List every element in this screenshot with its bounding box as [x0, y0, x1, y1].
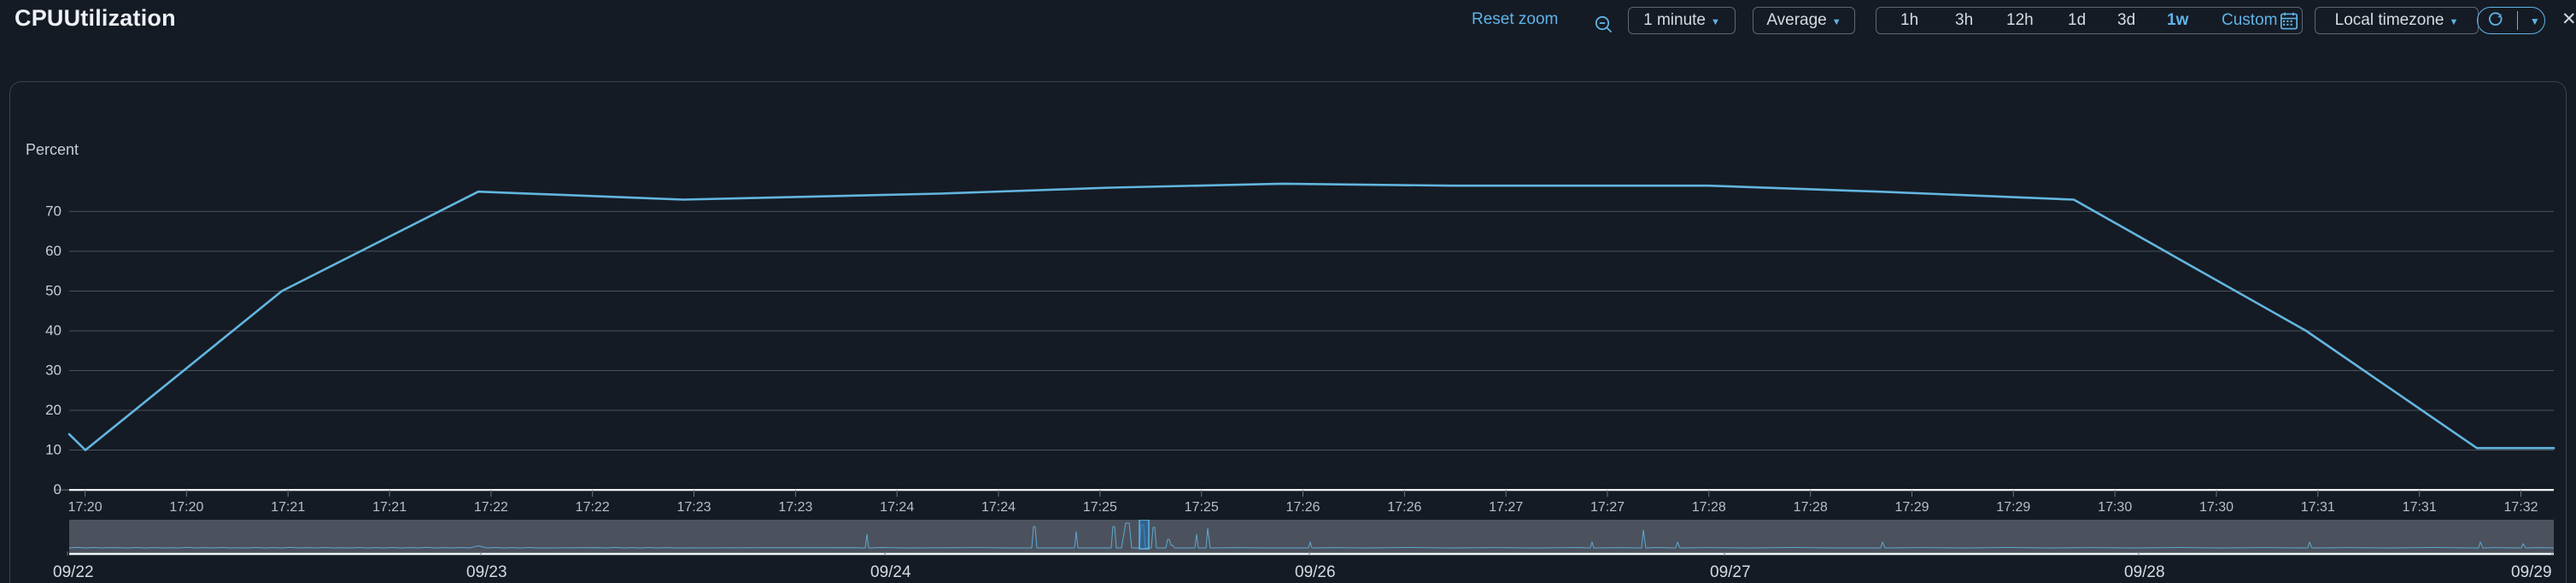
- svg-text:0: 0: [54, 481, 61, 498]
- svg-text:17:32: 17:32: [2503, 500, 2538, 515]
- svg-text:17:20: 17:20: [169, 500, 203, 515]
- svg-text:17:24: 17:24: [981, 500, 1016, 515]
- svg-text:17:30: 17:30: [2199, 500, 2234, 515]
- svg-text:60: 60: [45, 243, 61, 259]
- svg-text:09/27: 09/27: [1710, 563, 1751, 581]
- svg-text:Percent: Percent: [26, 141, 79, 158]
- svg-text:17:23: 17:23: [778, 500, 812, 515]
- svg-text:17:27: 17:27: [1590, 500, 1625, 515]
- svg-text:20: 20: [45, 402, 61, 418]
- svg-text:30: 30: [45, 362, 61, 379]
- svg-text:17:21: 17:21: [271, 500, 305, 515]
- svg-text:17:30: 17:30: [2098, 500, 2132, 515]
- svg-text:17:26: 17:26: [1387, 500, 1421, 515]
- svg-text:17:25: 17:25: [1083, 500, 1117, 515]
- svg-text:17:23: 17:23: [676, 500, 711, 515]
- svg-text:09/26: 09/26: [1295, 563, 1336, 581]
- svg-text:17:24: 17:24: [880, 500, 914, 515]
- svg-text:17:31: 17:31: [2403, 500, 2437, 515]
- svg-text:70: 70: [45, 203, 61, 219]
- svg-text:17:20: 17:20: [68, 500, 102, 515]
- svg-text:17:22: 17:22: [576, 500, 610, 515]
- svg-text:17:21: 17:21: [372, 500, 407, 515]
- svg-text:17:27: 17:27: [1489, 500, 1523, 515]
- svg-text:17:31: 17:31: [2301, 500, 2335, 515]
- svg-text:09/24: 09/24: [870, 563, 911, 581]
- svg-text:50: 50: [45, 283, 61, 299]
- svg-text:09/29: 09/29: [2511, 563, 2552, 581]
- svg-text:17:29: 17:29: [1996, 500, 2030, 515]
- svg-text:09/23: 09/23: [466, 563, 507, 581]
- svg-text:17:25: 17:25: [1185, 500, 1219, 515]
- svg-text:09/22: 09/22: [53, 563, 94, 581]
- svg-text:17:28: 17:28: [1794, 500, 1828, 515]
- svg-text:17:26: 17:26: [1285, 500, 1320, 515]
- svg-text:17:29: 17:29: [1894, 500, 1929, 515]
- svg-text:09/28: 09/28: [2124, 563, 2165, 581]
- svg-text:40: 40: [45, 322, 61, 339]
- svg-text:17:22: 17:22: [474, 500, 508, 515]
- svg-text:10: 10: [45, 442, 61, 458]
- svg-text:17:28: 17:28: [1692, 500, 1726, 515]
